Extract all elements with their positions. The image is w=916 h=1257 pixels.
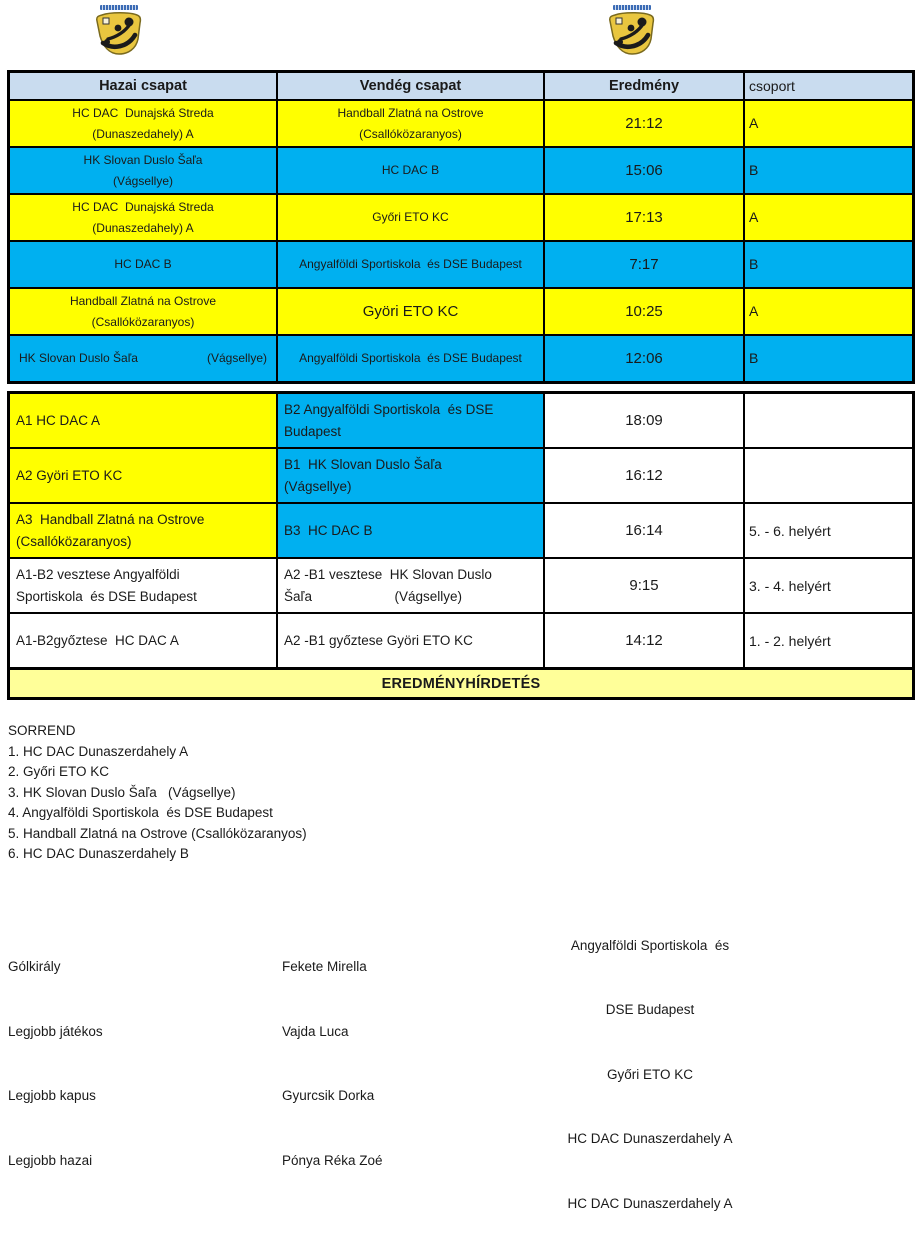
- guest-team-cell: Handball Zlatná na Ostrove (Csallóközara…: [278, 101, 543, 146]
- award-label: Gólkirály: [8, 956, 282, 978]
- award-team-line: Angyalföldi Sportiskola és: [466, 935, 834, 957]
- award-labels-column: Gólkirály Legjobb játékos Legjobb kapus …: [8, 892, 282, 1257]
- placement-cell: 3. - 4. helyért: [745, 559, 912, 612]
- home-team-cell: HC DAC Dunajská Streda (Dunaszedahely) A: [10, 101, 276, 146]
- result-cell: 21:12: [545, 101, 743, 146]
- guest-team-cell: Angyalföldi Sportiskola és DSE Budapest: [278, 242, 543, 287]
- group-cell: A: [745, 195, 912, 240]
- home-team-cell: A1-B2 vesztese Angyalföldi Sportiskola é…: [10, 559, 276, 612]
- ranking-item: 4. Angyalföldi Sportiskola és DSE Budape…: [8, 803, 916, 824]
- home-team-cell: A1-B2győztese HC DAC A: [10, 614, 276, 667]
- home-team-cell: A3 Handball Zlatná na Ostrove (Csallóköz…: [10, 504, 276, 557]
- result-cell: 16:14: [545, 504, 743, 557]
- guest-team-cell: Győri ETO KC: [278, 195, 543, 240]
- column-header-result: Eredmény: [545, 73, 743, 99]
- ranking-item: 6. HC DAC Dunaszerdahely B: [8, 844, 916, 865]
- guest-team-cell: HC DAC B: [278, 148, 543, 193]
- logo-header: [0, 0, 916, 70]
- guest-team-cell: B2 Angyalföldi Sportiskola és DSE Budape…: [278, 394, 543, 447]
- placement-results-table: A1 HC DAC A B2 Angyalföldi Sportiskola é…: [7, 391, 915, 670]
- award-label: Legjobb játékos: [8, 1021, 282, 1043]
- home-team-name: HK Slovan Duslo Šaľa: [19, 348, 138, 369]
- result-cell: 7:17: [545, 242, 743, 287]
- placement-cell: [745, 449, 912, 502]
- column-header-home: Hazai csapat: [10, 73, 276, 99]
- home-team-city: (Vágsellye): [207, 348, 267, 369]
- award-label: Legjobb kapus: [8, 1085, 282, 1107]
- ranking-item: 5. Handball Zlatná na Ostrove (Csallóköz…: [8, 824, 916, 845]
- ranking-item: 3. HK Slovan Duslo Šaľa (Vágsellye): [8, 783, 916, 804]
- placement-cell: 1. - 2. helyért: [745, 614, 912, 667]
- award-winner: Vajda Luca: [282, 1021, 466, 1043]
- award-winner: Pónya Réka Zoé: [282, 1150, 466, 1172]
- club-logo-left: [93, 5, 145, 55]
- result-cell: 17:13: [545, 195, 743, 240]
- award-label: Legjobb hazai: [8, 1150, 282, 1172]
- logo-caption-text: [613, 5, 651, 10]
- guest-team-cell: Angyalföldi Sportiskola és DSE Budapest: [278, 336, 543, 381]
- award-winners-column: Fekete Mirella Vajda Luca Gyurcsik Dorka…: [282, 892, 466, 1257]
- home-team-cell: A2 Györi ETO KC: [10, 449, 276, 502]
- award-team-line: DSE Budapest: [466, 999, 834, 1021]
- ranking-list: SORREND 1. HC DAC Dunaszerdahely A 2. Gy…: [8, 721, 916, 865]
- guest-team-cell: B3 HC DAC B: [278, 504, 543, 557]
- handball-shield-icon: [95, 11, 143, 55]
- placement-cell: [745, 394, 912, 447]
- result-cell: 9:15: [545, 559, 743, 612]
- column-header-guest: Vendég csapat: [278, 73, 543, 99]
- ranking-title: SORREND: [8, 721, 916, 742]
- ranking-item: 1. HC DAC Dunaszerdahely A: [8, 742, 916, 763]
- home-team-cell: A1 HC DAC A: [10, 394, 276, 447]
- group-cell: B: [745, 336, 912, 381]
- column-header-group: csoport: [745, 73, 912, 99]
- guest-team-cell: A2 -B1 vesztese HK Slovan Duslo Šaľa (Vá…: [278, 559, 543, 612]
- home-team-cell: HK Slovan Duslo Šaľa (Vágsellye): [10, 148, 276, 193]
- announcement-banner: EREDMÉNYHÍRDETÉS: [7, 667, 915, 700]
- result-cell: 16:12: [545, 449, 743, 502]
- award-teams-column: Angyalföldi Sportiskola és DSE Budapest …: [466, 892, 834, 1257]
- award-team-line: HC DAC Dunaszerdahely A: [466, 1128, 834, 1150]
- club-logo-right: [606, 5, 658, 55]
- result-cell: 15:06: [545, 148, 743, 193]
- logo-caption-text: [100, 5, 138, 10]
- home-team-cell: HC DAC B: [10, 242, 276, 287]
- award-winner: Gyurcsik Dorka: [282, 1085, 466, 1107]
- group-cell: B: [745, 242, 912, 287]
- guest-team-cell: A2 -B1 győztese Györi ETO KC: [278, 614, 543, 667]
- result-cell: 18:09: [545, 394, 743, 447]
- group-results-table: Hazai csapat Vendég csapat Eredmény csop…: [7, 70, 915, 384]
- home-team-cell: HK Slovan Duslo Šaľa (Vágsellye): [10, 336, 276, 381]
- awards-section: Gólkirály Legjobb játékos Legjobb kapus …: [8, 892, 916, 1257]
- home-team-cell: HC DAC Dunajská Streda (Dunaszedahely) A: [10, 195, 276, 240]
- award-team-line: HC DAC Dunaszerdahely A: [466, 1193, 834, 1215]
- result-cell: 14:12: [545, 614, 743, 667]
- guest-team-cell: Györi ETO KC: [278, 289, 543, 334]
- group-cell: A: [745, 289, 912, 334]
- award-winner: Fekete Mirella: [282, 956, 466, 978]
- group-cell: B: [745, 148, 912, 193]
- handball-shield-icon: [608, 11, 656, 55]
- ranking-item: 2. Győri ETO KC: [8, 762, 916, 783]
- award-team-line: Győri ETO KC: [466, 1064, 834, 1086]
- group-cell: A: [745, 101, 912, 146]
- result-cell: 10:25: [545, 289, 743, 334]
- home-team-cell: Handball Zlatná na Ostrove (Csallóközara…: [10, 289, 276, 334]
- placement-cell: 5. - 6. helyért: [745, 504, 912, 557]
- result-cell: 12:06: [545, 336, 743, 381]
- guest-team-cell: B1 HK Slovan Duslo Šaľa (Vágsellye): [278, 449, 543, 502]
